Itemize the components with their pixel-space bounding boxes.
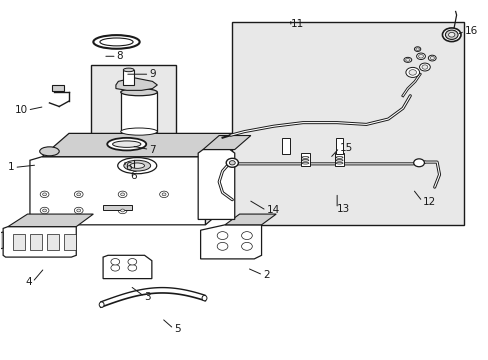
Ellipse shape <box>40 191 49 198</box>
Ellipse shape <box>77 209 81 212</box>
Ellipse shape <box>40 147 59 156</box>
Ellipse shape <box>217 242 227 250</box>
Ellipse shape <box>429 57 433 60</box>
Ellipse shape <box>416 53 425 59</box>
Text: 8: 8 <box>117 51 123 61</box>
Ellipse shape <box>405 58 409 61</box>
Text: 1: 1 <box>8 162 14 172</box>
Text: 13: 13 <box>336 204 350 214</box>
Ellipse shape <box>408 69 416 75</box>
Bar <box>335 138 343 154</box>
Polygon shape <box>198 149 234 220</box>
Bar <box>64 234 76 250</box>
Ellipse shape <box>111 258 120 265</box>
Ellipse shape <box>42 193 46 196</box>
Ellipse shape <box>118 158 157 174</box>
Polygon shape <box>224 214 276 225</box>
Ellipse shape <box>241 231 252 239</box>
Polygon shape <box>42 134 232 157</box>
Text: 9: 9 <box>149 69 156 79</box>
Ellipse shape <box>100 38 133 46</box>
Ellipse shape <box>421 65 427 69</box>
Ellipse shape <box>40 207 49 214</box>
Polygon shape <box>3 226 76 257</box>
Polygon shape <box>30 157 205 225</box>
Polygon shape <box>8 214 93 226</box>
Ellipse shape <box>118 207 127 214</box>
Ellipse shape <box>415 48 419 50</box>
Ellipse shape <box>403 57 411 62</box>
Text: 7: 7 <box>149 144 156 154</box>
Ellipse shape <box>121 209 124 212</box>
Polygon shape <box>0 232 3 250</box>
Ellipse shape <box>217 231 227 239</box>
Polygon shape <box>203 135 250 149</box>
Text: 11: 11 <box>290 19 304 29</box>
Ellipse shape <box>123 160 150 171</box>
Ellipse shape <box>202 296 206 301</box>
Polygon shape <box>103 255 152 279</box>
Bar <box>300 153 310 166</box>
Ellipse shape <box>241 242 252 250</box>
Text: 12: 12 <box>422 197 435 207</box>
Ellipse shape <box>123 68 134 72</box>
Bar <box>13 234 25 250</box>
Text: 16: 16 <box>464 26 477 36</box>
Bar <box>232 22 463 225</box>
Text: 10: 10 <box>14 105 27 115</box>
Polygon shape <box>116 78 157 90</box>
Text: 15: 15 <box>339 143 352 153</box>
Ellipse shape <box>118 191 127 198</box>
Ellipse shape <box>128 258 137 265</box>
Ellipse shape <box>159 191 168 198</box>
Ellipse shape <box>445 30 457 40</box>
Text: 4: 4 <box>26 277 32 287</box>
Ellipse shape <box>427 55 435 61</box>
Ellipse shape <box>107 138 146 150</box>
Text: 3: 3 <box>144 292 151 302</box>
Polygon shape <box>103 205 132 211</box>
Bar <box>121 92 157 132</box>
Ellipse shape <box>121 128 157 135</box>
Ellipse shape <box>74 191 83 198</box>
Ellipse shape <box>112 141 141 147</box>
Text: 2: 2 <box>263 270 269 280</box>
Ellipse shape <box>419 63 429 71</box>
Ellipse shape <box>405 67 419 77</box>
Bar <box>334 153 344 166</box>
Polygon shape <box>200 225 261 259</box>
Ellipse shape <box>74 207 83 214</box>
Ellipse shape <box>77 193 81 196</box>
Ellipse shape <box>111 265 120 271</box>
Ellipse shape <box>93 35 140 49</box>
Ellipse shape <box>121 89 157 96</box>
Text: 6: 6 <box>130 171 137 181</box>
Text: 6: 6 <box>125 162 131 172</box>
Ellipse shape <box>162 193 165 196</box>
Ellipse shape <box>121 193 124 196</box>
Ellipse shape <box>414 47 420 51</box>
Ellipse shape <box>413 159 424 167</box>
Bar <box>52 85 64 91</box>
Ellipse shape <box>42 209 46 212</box>
Bar <box>123 70 134 85</box>
Ellipse shape <box>447 32 454 37</box>
Text: 14: 14 <box>266 206 279 216</box>
Bar <box>91 65 176 160</box>
Ellipse shape <box>418 54 423 58</box>
Ellipse shape <box>128 265 137 271</box>
Ellipse shape <box>226 158 238 167</box>
Bar <box>30 234 42 250</box>
Ellipse shape <box>99 302 104 307</box>
Ellipse shape <box>130 163 144 168</box>
Bar <box>282 138 289 154</box>
Bar <box>47 234 59 250</box>
Ellipse shape <box>229 161 235 165</box>
Ellipse shape <box>442 28 460 41</box>
Polygon shape <box>205 134 232 225</box>
Text: 5: 5 <box>173 324 180 334</box>
